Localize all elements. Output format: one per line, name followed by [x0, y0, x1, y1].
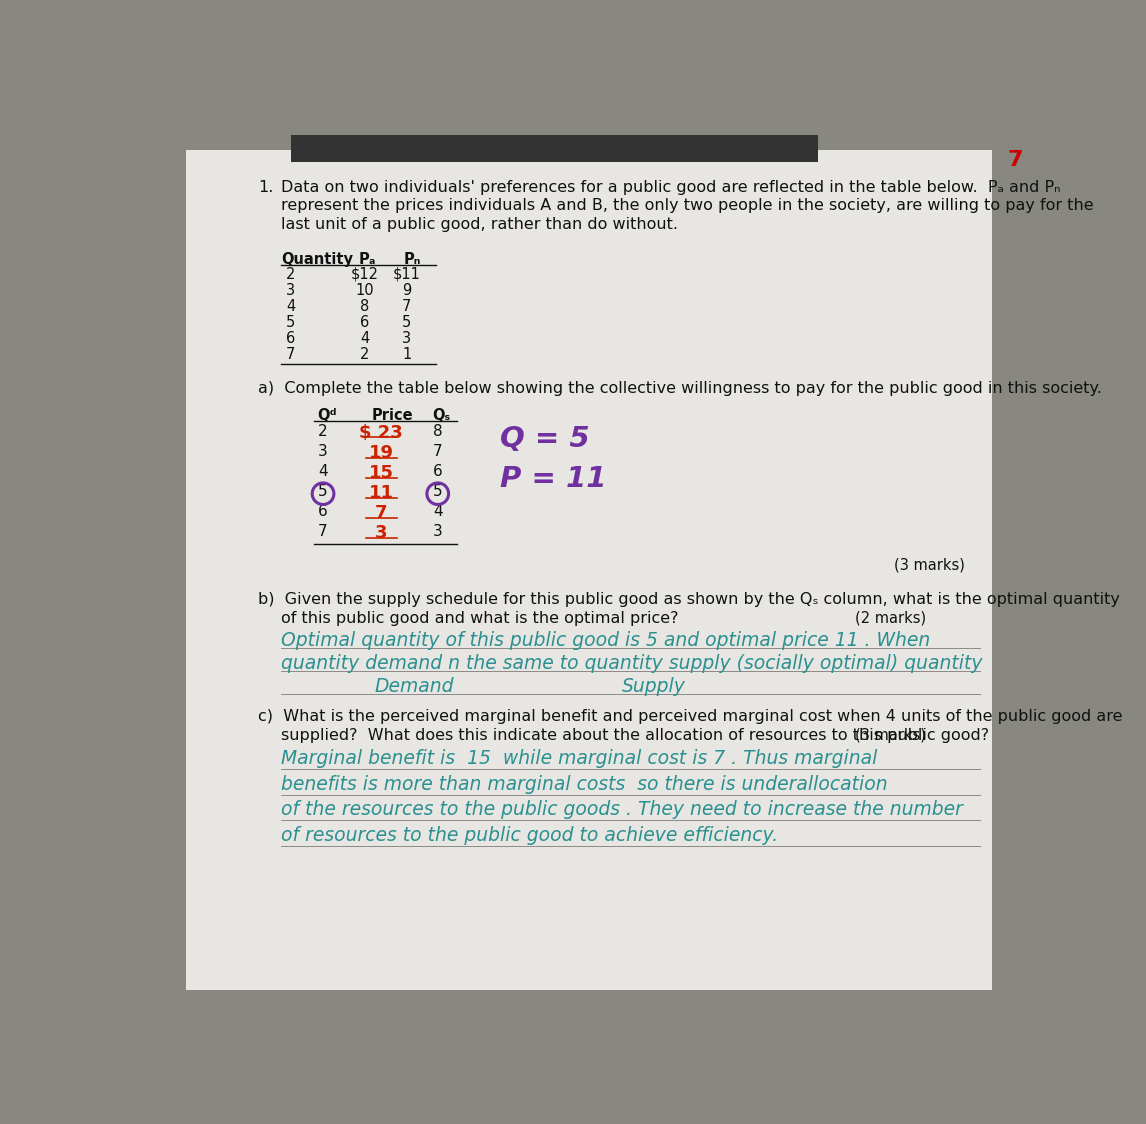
Text: 3: 3: [433, 524, 442, 538]
Text: (2 marks): (2 marks): [855, 610, 926, 626]
Text: 2: 2: [319, 424, 328, 438]
Text: c)  What is the perceived marginal benefit and perceived marginal cost when 4 un: c) What is the perceived marginal benefi…: [258, 709, 1122, 724]
Text: 7: 7: [433, 444, 442, 459]
Text: P = 11: P = 11: [500, 465, 606, 493]
Text: 7: 7: [1007, 151, 1023, 170]
Text: a)  Complete the table below showing the collective willingness to pay for the p: a) Complete the table below showing the …: [258, 381, 1101, 396]
Text: 7: 7: [319, 524, 328, 538]
Text: Quantity: Quantity: [281, 252, 353, 266]
Text: $ 23: $ 23: [360, 424, 403, 442]
Text: (3 marks): (3 marks): [855, 727, 926, 743]
Text: Pₐ: Pₐ: [359, 252, 376, 266]
Text: 3: 3: [319, 444, 328, 459]
Text: 7: 7: [375, 504, 387, 522]
Text: Demand: Demand: [375, 677, 454, 696]
Text: 1.: 1.: [258, 180, 274, 194]
Text: 6: 6: [285, 332, 296, 346]
Text: 2: 2: [285, 266, 296, 281]
Text: 4: 4: [433, 504, 442, 518]
Text: 5: 5: [402, 315, 411, 330]
Text: 6: 6: [360, 315, 369, 330]
Text: 4: 4: [360, 332, 369, 346]
Text: of this public good and what is the optimal price?: of this public good and what is the opti…: [281, 610, 678, 626]
Text: Qₛ: Qₛ: [432, 408, 450, 424]
Text: Pₙ: Pₙ: [403, 252, 421, 266]
Text: quantity demand n the same to quantity supply (socially optimal) quantity: quantity demand n the same to quantity s…: [281, 654, 983, 673]
Text: Supply: Supply: [622, 677, 686, 696]
Text: 4: 4: [285, 299, 296, 314]
Text: 11: 11: [369, 483, 394, 501]
Text: 7: 7: [402, 299, 411, 314]
Text: 5: 5: [285, 315, 296, 330]
Text: Qᵈ: Qᵈ: [317, 408, 337, 424]
Text: benefits is more than marginal costs  so there is underallocation: benefits is more than marginal costs so …: [281, 774, 888, 794]
Text: $11: $11: [393, 266, 421, 281]
Text: 19: 19: [369, 444, 394, 462]
Text: 8: 8: [433, 424, 442, 438]
Text: of resources to the public good to achieve efficiency.: of resources to the public good to achie…: [281, 825, 778, 844]
Text: 6: 6: [319, 504, 328, 518]
Text: 7: 7: [285, 347, 296, 362]
Text: 5: 5: [319, 483, 328, 499]
Text: 9: 9: [402, 283, 411, 298]
Text: 8: 8: [360, 299, 369, 314]
Text: Optimal quantity of this public good is 5 and optimal price 11 . When: Optimal quantity of this public good is …: [281, 631, 931, 650]
Text: 3: 3: [375, 524, 387, 542]
Text: 15: 15: [369, 464, 394, 482]
Text: of the resources to the public goods . They need to increase the number: of the resources to the public goods . T…: [281, 800, 963, 819]
Text: 3: 3: [286, 283, 295, 298]
Text: supplied?  What does this indicate about the allocation of resources to this pub: supplied? What does this indicate about …: [281, 727, 989, 743]
Text: (3 marks): (3 marks): [894, 558, 965, 572]
Text: Data on two individuals' preferences for a public good are reflected in the tabl: Data on two individuals' preferences for…: [281, 180, 1061, 194]
Text: 5: 5: [433, 483, 442, 499]
Text: last unit of a public good, rather than do without.: last unit of a public good, rather than …: [281, 217, 678, 232]
Text: 10: 10: [355, 283, 375, 298]
Text: 1: 1: [402, 347, 411, 362]
Text: 6: 6: [433, 464, 442, 479]
Text: Marginal benefit is  15  while marginal cost is 7 . Thus marginal: Marginal benefit is 15 while marginal co…: [281, 750, 878, 769]
Text: 4: 4: [319, 464, 328, 479]
Text: b)  Given the supply schedule for this public good as shown by the Qₛ column, wh: b) Given the supply schedule for this pu…: [258, 592, 1120, 607]
Text: Q = 5: Q = 5: [500, 425, 589, 453]
Text: 3: 3: [402, 332, 411, 346]
Text: Price: Price: [371, 408, 414, 424]
Text: represent the prices individuals A and B, the only two people in the society, ar: represent the prices individuals A and B…: [281, 198, 1093, 214]
Text: $12: $12: [351, 266, 379, 281]
Text: 2: 2: [360, 347, 370, 362]
Bar: [290, 135, 817, 162]
